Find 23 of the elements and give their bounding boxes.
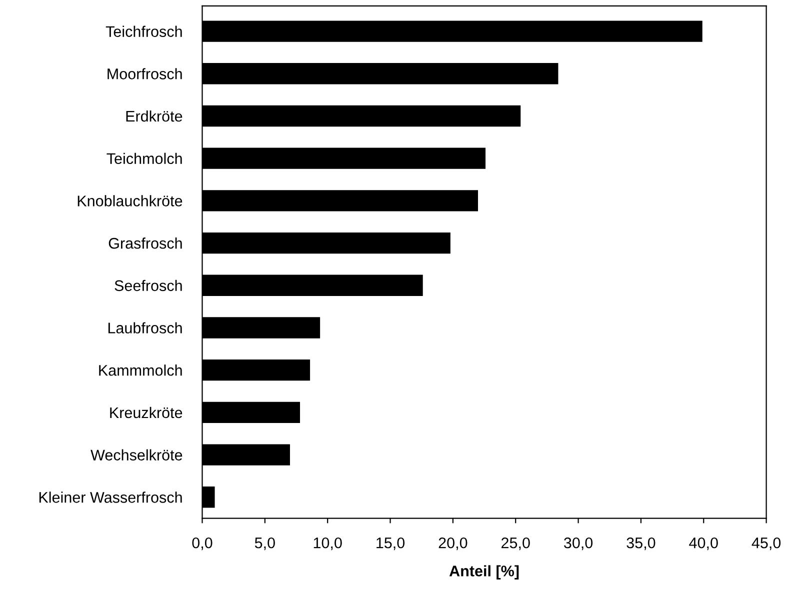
x-tick-label: 20,0 bbox=[438, 537, 468, 550]
y-tick-label: Teichfrosch bbox=[106, 26, 182, 37]
y-tick-label: Wechselkröte bbox=[90, 449, 182, 460]
x-tick-label: 25,0 bbox=[502, 537, 530, 550]
x-tick-label: 35,0 bbox=[626, 537, 656, 550]
y-tick-label: Teichmolch bbox=[106, 152, 182, 164]
x-tick-label: 10,0 bbox=[314, 537, 342, 550]
x-tick-label: 45,0 bbox=[752, 537, 781, 550]
x-tick-label: 0,0 bbox=[192, 537, 212, 550]
y-tick-label: Kreuzkröte bbox=[110, 406, 182, 418]
y-tick-label: Moorfrosch bbox=[108, 68, 182, 80]
y-tick-label: Grasfrosch bbox=[108, 238, 182, 249]
y-tick-label: Kammmolch bbox=[99, 364, 182, 376]
y-tick-label: Laubfrosch bbox=[108, 322, 182, 334]
y-tick-label: Kleiner Wasserfrosch bbox=[39, 492, 182, 503]
x-tick-label: 30,0 bbox=[564, 537, 593, 550]
y-tick-label: Seefrosch bbox=[114, 280, 182, 292]
y-tick-label: Erdkröte bbox=[126, 110, 182, 122]
x-axis-title: Anteil [%] bbox=[449, 565, 519, 580]
x-tick-label: 5,0 bbox=[254, 537, 275, 550]
x-tick-label: 40,0 bbox=[689, 537, 718, 550]
y-tick-label: Knoblauchkröte bbox=[78, 195, 182, 206]
x-tick-label: 15,0 bbox=[376, 537, 405, 550]
